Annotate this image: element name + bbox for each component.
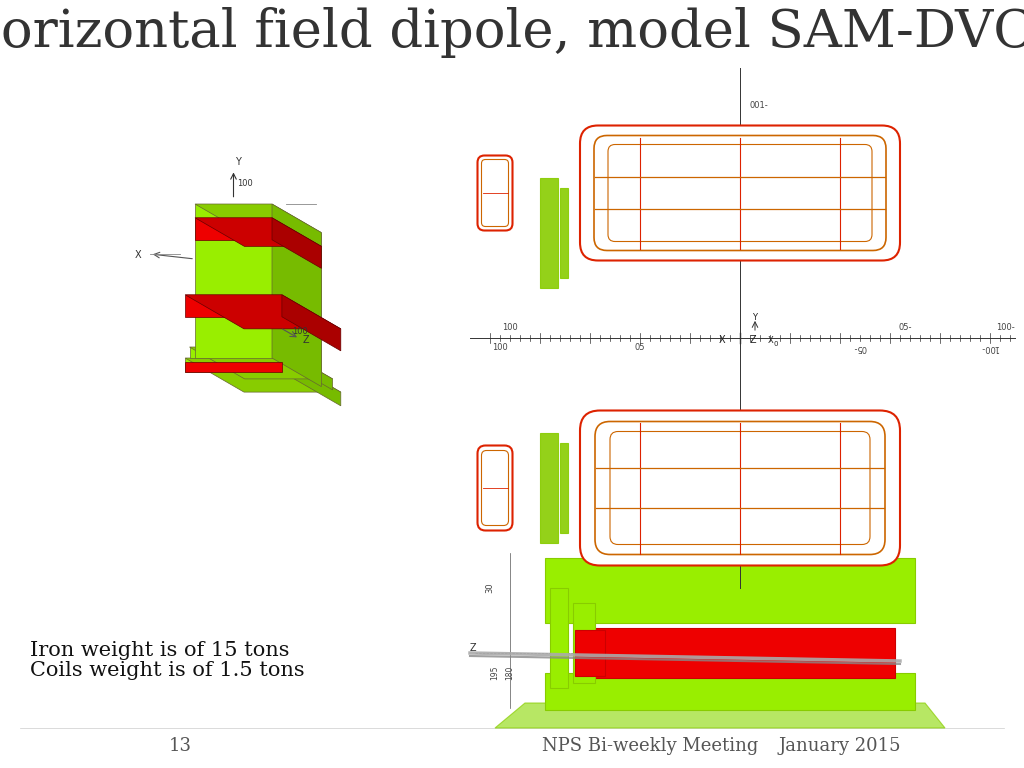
Polygon shape [185, 358, 282, 372]
Polygon shape [278, 347, 333, 390]
Bar [550, 588, 568, 688]
FancyBboxPatch shape [481, 160, 509, 227]
Text: Z: Z [302, 335, 309, 345]
Text: Horizontal field dipole, model SAM-DVCS: Horizontal field dipole, model SAM-DVCS [0, 8, 1024, 58]
Bar [545, 558, 915, 623]
Bar [545, 673, 915, 710]
Text: Iron weight is of 15 tons: Iron weight is of 15 tons [30, 641, 290, 660]
Polygon shape [272, 218, 322, 268]
FancyBboxPatch shape [580, 411, 900, 565]
Text: Z: Z [750, 335, 757, 345]
Bar [540, 433, 558, 543]
Text: 05-: 05- [701, 226, 715, 235]
Text: Z: Z [470, 643, 476, 653]
Text: NPS Bi-weekly Meeting: NPS Bi-weekly Meeting [542, 737, 758, 755]
Polygon shape [272, 204, 322, 386]
Polygon shape [195, 218, 322, 247]
Text: 001: 001 [750, 546, 766, 555]
Text: 100-: 100- [995, 323, 1015, 332]
Text: 0: 0 [774, 341, 778, 347]
Text: January 2015: January 2015 [778, 737, 901, 755]
Bar [560, 443, 568, 533]
Text: X: X [719, 335, 725, 345]
Text: 05-: 05- [898, 323, 911, 332]
FancyBboxPatch shape [477, 445, 512, 531]
Text: X: X [768, 336, 774, 345]
FancyBboxPatch shape [608, 144, 872, 241]
Text: 100: 100 [238, 179, 253, 187]
Text: 05: 05 [705, 431, 715, 440]
FancyBboxPatch shape [481, 451, 509, 525]
Polygon shape [195, 204, 272, 358]
Text: 100: 100 [493, 343, 508, 352]
Text: 05-: 05- [853, 343, 866, 352]
Text: 13: 13 [169, 737, 191, 755]
Polygon shape [189, 347, 333, 379]
Text: 100: 100 [292, 326, 308, 336]
FancyBboxPatch shape [580, 125, 900, 260]
FancyBboxPatch shape [595, 422, 885, 554]
Polygon shape [282, 295, 341, 351]
Polygon shape [185, 358, 341, 392]
Polygon shape [185, 295, 341, 329]
Polygon shape [185, 295, 282, 316]
Text: 05: 05 [635, 343, 645, 352]
FancyBboxPatch shape [594, 135, 886, 250]
Text: 001-: 001- [750, 101, 769, 110]
Bar [573, 603, 595, 683]
Polygon shape [282, 358, 341, 406]
Bar [575, 630, 605, 676]
FancyBboxPatch shape [610, 432, 870, 545]
Text: Coils weight is of 1.5 tons: Coils weight is of 1.5 tons [30, 660, 304, 680]
Text: Y: Y [752, 313, 757, 322]
Polygon shape [195, 218, 272, 240]
Text: 30: 30 [485, 583, 494, 594]
FancyBboxPatch shape [477, 155, 512, 230]
Text: 100-: 100- [981, 343, 999, 352]
Text: 100: 100 [502, 323, 518, 332]
Polygon shape [245, 233, 322, 386]
Polygon shape [189, 347, 278, 358]
Polygon shape [495, 703, 945, 728]
Text: X: X [135, 250, 141, 260]
Bar [540, 178, 558, 288]
Text: 180: 180 [505, 666, 514, 680]
Text: Y: Y [236, 157, 242, 167]
Bar [585, 628, 895, 678]
Text: 195: 195 [490, 666, 499, 680]
Polygon shape [185, 362, 282, 372]
Polygon shape [195, 204, 322, 233]
Bar [560, 188, 568, 278]
